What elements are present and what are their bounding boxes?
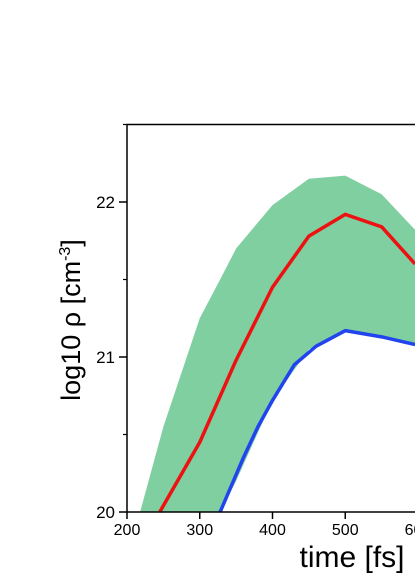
x-tick-label: 300 [186, 522, 213, 539]
y-tick-label: 22 [96, 193, 115, 212]
line [158, 212, 415, 513]
y-axis-label: log10 ρ [cm-3] [56, 239, 86, 401]
x-tick-label: 500 [332, 522, 359, 539]
y-label-sup: -3 [57, 247, 74, 261]
x-axis-label: time [fs] [299, 541, 404, 574]
y-label-main: log10 ρ [cm [56, 261, 86, 401]
x-tick-label: 400 [259, 522, 286, 539]
band [140, 175, 415, 512]
axes-frame [126, 123, 415, 513]
y-tick-label: 21 [96, 348, 115, 367]
x-tick-label: 600 [405, 522, 415, 539]
line [218, 328, 415, 513]
y-label-end: ] [56, 239, 86, 247]
y-tick-label: 20 [96, 503, 115, 522]
x-tick-label: 200 [114, 522, 141, 539]
